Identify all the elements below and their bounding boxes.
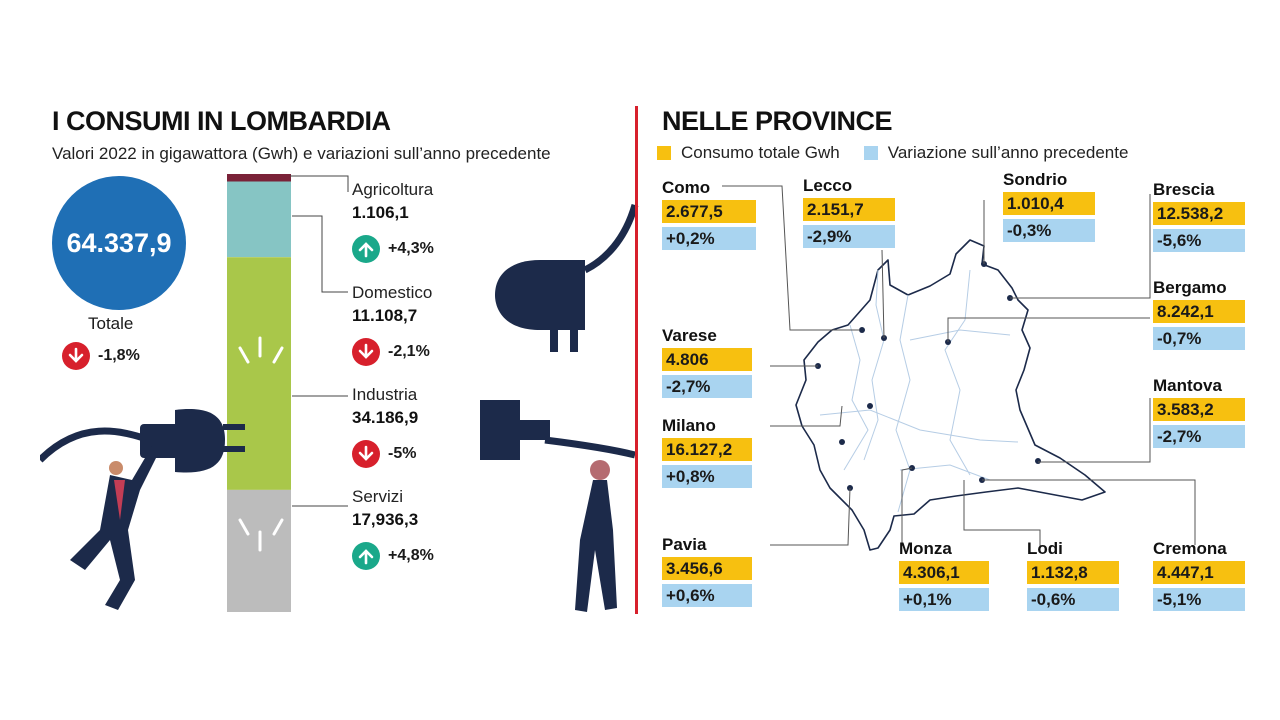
province-name: Sondrio	[1003, 170, 1068, 189]
province-value: 8.242,1	[1153, 300, 1245, 323]
province-change: -5,6%	[1153, 229, 1245, 252]
total-change-row: -1,8%	[62, 342, 140, 370]
spark-mark	[238, 518, 250, 536]
province-change: -2,7%	[1153, 425, 1245, 448]
province-lecco: Lecco 2.151,7 -2,9%	[803, 176, 895, 248]
province-value: 16.127,2	[662, 438, 752, 461]
province-lodi: Lodi 1.132,8 -0,6%	[1027, 539, 1119, 611]
province-cremona: Cremona 4.447,1 -5,1%	[1153, 539, 1245, 611]
province-name: Brescia	[1153, 180, 1215, 199]
total-bubble: 64.337,9	[52, 176, 186, 310]
spark-mark	[272, 346, 284, 364]
sector-servizi: Servizi 17,936,3 +4,8%	[352, 487, 434, 570]
sector-value: 1.106,1	[352, 203, 409, 222]
province-name: Varese	[662, 326, 717, 345]
legend-label-consumo: Consumo totale Gwh	[681, 143, 840, 162]
province-name: Como	[662, 178, 711, 197]
province-name: Pavia	[662, 535, 707, 554]
legend-swatch-yellow	[657, 146, 671, 160]
province-change: -0,7%	[1153, 327, 1245, 350]
sector-name: Domestico	[352, 283, 433, 302]
total-change: -1,8%	[98, 347, 140, 364]
sector-name: Agricoltura	[352, 180, 434, 199]
province-name: Monza	[899, 539, 952, 558]
down-arrow-icon	[352, 440, 380, 468]
province-change: -2,9%	[803, 225, 895, 248]
bar-segment-agricoltura	[227, 174, 291, 182]
province-change: -5,1%	[1153, 588, 1245, 611]
province-varese: Varese 4.806 -2,7%	[662, 326, 752, 398]
province-change: -0,6%	[1027, 588, 1119, 611]
province-name: Milano	[662, 416, 716, 435]
sector-agricoltura: Agricoltura 1.106,1 +4,3%	[352, 180, 434, 263]
province-value: 4.306,1	[899, 561, 989, 584]
up-arrow-icon	[352, 235, 380, 263]
province-brescia: Brescia 12.538,2 -5,6%	[1153, 180, 1245, 252]
province-name: Lodi	[1027, 539, 1063, 558]
sector-change: +4,8%	[388, 547, 434, 564]
sector-industria: Industria 34.186,9 -5%	[352, 385, 418, 468]
province-change: +0,8%	[662, 465, 752, 488]
province-value: 2.677,5	[662, 200, 756, 223]
province-como: Como 2.677,5 +0,2%	[662, 178, 756, 250]
province-change: -0,3%	[1003, 219, 1095, 242]
province-change: +0,2%	[662, 227, 756, 250]
province-change: +0,1%	[899, 588, 989, 611]
province-name: Mantova	[1153, 376, 1222, 395]
sector-change: -2,1%	[388, 343, 430, 360]
province-change: -2,7%	[662, 375, 752, 398]
bar-segment-domestico	[227, 181, 291, 258]
panel-divider	[635, 106, 638, 614]
man-with-plug-illustration	[40, 409, 245, 610]
province-name: Cremona	[1153, 539, 1227, 558]
left-title: I CONSUMI IN LOMBARDIA	[52, 106, 391, 136]
province-value: 4.806	[662, 348, 752, 371]
total-value: 64.337,9	[66, 227, 172, 258]
province-value: 2.151,7	[803, 198, 895, 221]
right-title: NELLE PROVINCE	[662, 106, 893, 136]
province-change: +0,6%	[662, 584, 752, 607]
province-pavia: Pavia 3.456,6 +0,6%	[662, 535, 752, 607]
province-name: Lecco	[803, 176, 853, 195]
sector-value: 17,936,3	[352, 510, 419, 529]
left-subtitle: Valori 2022 in gigawattora (Gwh) e varia…	[52, 144, 551, 163]
down-arrow-icon	[62, 342, 90, 370]
sector-name: Servizi	[352, 487, 404, 506]
spark-mark	[272, 518, 284, 536]
sector-name: Industria	[352, 385, 418, 404]
legend: Consumo totale Gwh Variazione sull’anno …	[657, 143, 1128, 163]
province-value: 1.132,8	[1027, 561, 1119, 584]
province-bergamo: Bergamo 8.242,1 -0,7%	[1153, 278, 1245, 350]
sector-value: 11.108,7	[352, 306, 418, 325]
province-mantova: Mantova 3.583,2 -2,7%	[1153, 376, 1245, 448]
legend-label-variazione: Variazione sull’anno precedente	[887, 143, 1129, 162]
legend-swatch-blue	[863, 146, 878, 160]
up-arrow-icon	[352, 542, 380, 570]
province-milano: Milano 16.127,2 +0,8%	[662, 416, 752, 488]
down-arrow-icon	[352, 338, 380, 366]
province-sondrio: Sondrio 1.010,4 -0,3%	[1003, 170, 1095, 242]
total-label: Totale	[88, 314, 134, 333]
leader-lines	[290, 175, 349, 507]
province-monza: Monza 4.306,1 +0,1%	[899, 539, 989, 611]
sector-change: +4,3%	[388, 240, 434, 257]
woman-with-plug-illustration	[480, 204, 639, 612]
province-name: Bergamo	[1153, 278, 1227, 297]
province-value: 3.456,6	[662, 557, 752, 580]
sector-value: 34.186,9	[352, 408, 419, 427]
province-value: 4.447,1	[1153, 561, 1245, 584]
sector-change: -5%	[388, 445, 417, 462]
spark-mark	[238, 346, 250, 364]
province-value: 12.538,2	[1153, 202, 1245, 225]
sector-domestico: Domestico 11.108,7 -2,1%	[352, 283, 432, 366]
province-value: 3.583,2	[1153, 398, 1245, 421]
province-value: 1.010,4	[1003, 192, 1095, 215]
